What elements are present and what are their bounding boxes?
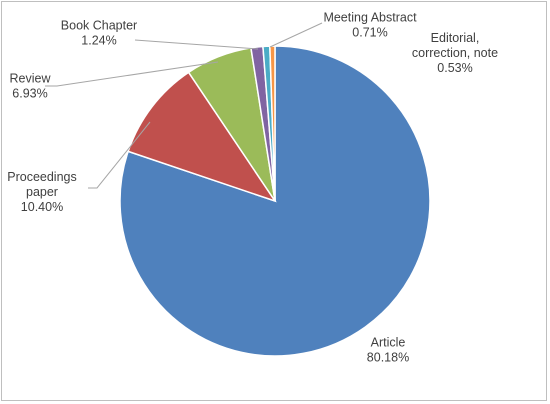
data-label-category: paper — [26, 185, 58, 199]
data-label-value: 80.18% — [367, 351, 409, 365]
pie-slice-article — [119, 45, 431, 357]
data-label-category: Editorial, — [431, 31, 480, 45]
data-label-value: 10.40% — [21, 200, 63, 214]
data-label-category: correction, note — [412, 46, 498, 60]
leader-lines — [45, 22, 323, 189]
data-label-value: 0.53% — [437, 61, 472, 75]
leader-line — [88, 121, 151, 189]
data-labels: Article 80.18% Proceedings paper 10.40% Revie… — [7, 11, 498, 365]
data-label: Proceedings paper 10.40% — [7, 170, 77, 214]
data-label-category: Book Chapter — [61, 19, 137, 33]
data-label: Book Chapter 1.24% — [61, 19, 137, 48]
pie-slices — [119, 45, 431, 357]
data-label-value: 0.71% — [352, 26, 387, 40]
data-label-value: 1.24% — [81, 34, 116, 48]
data-label: Article 80.18% — [367, 336, 409, 365]
data-label-value: 6.93% — [12, 87, 47, 101]
leader-line — [134, 39, 259, 50]
leader-line — [269, 22, 323, 48]
data-label-category: Review — [10, 72, 52, 86]
data-label-category: Proceedings — [7, 170, 77, 184]
data-label: Meeting Abstract 0.71% — [323, 11, 417, 40]
data-label: Review 6.93% — [10, 72, 52, 101]
data-label: Editorial, correction, note 0.53% — [412, 31, 498, 75]
data-label-category: Article — [371, 336, 406, 350]
data-label-category: Meeting Abstract — [323, 11, 417, 25]
leader-line — [45, 61, 219, 87]
